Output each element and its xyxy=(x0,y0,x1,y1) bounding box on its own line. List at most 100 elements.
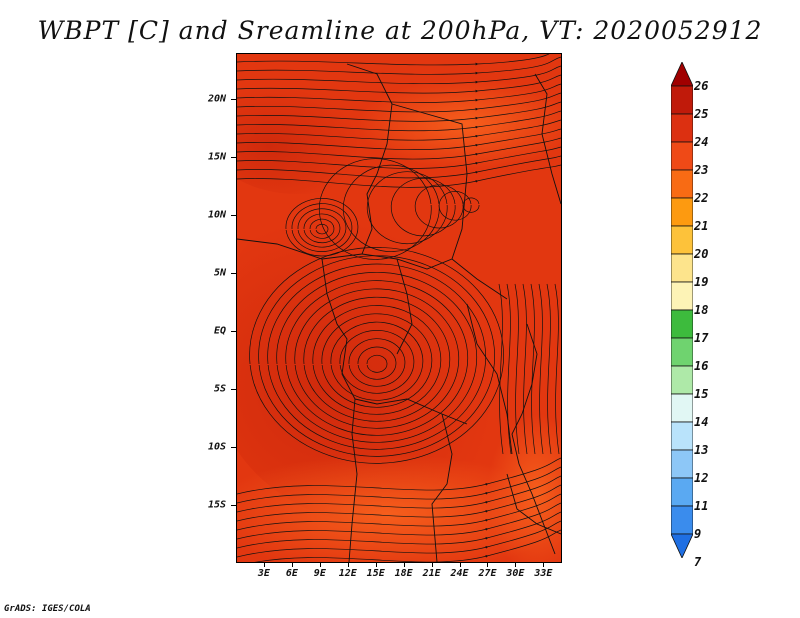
streamline xyxy=(237,128,561,150)
lon-tick-mark xyxy=(459,563,461,567)
lat-tick-mark xyxy=(231,447,236,449)
colorbar-segment xyxy=(671,393,693,423)
lon-tick-label: 27E xyxy=(478,568,497,579)
colorbar-segment xyxy=(671,365,693,395)
lat-tick-label: 15N xyxy=(207,151,226,163)
streamline xyxy=(267,263,486,450)
lon-tick-mark xyxy=(319,563,321,567)
lon-tick-mark xyxy=(515,563,517,567)
lat-tick-mark xyxy=(231,273,236,275)
streamline xyxy=(366,354,388,373)
streamline xyxy=(530,283,536,455)
colorbar-label: 25 xyxy=(694,107,709,121)
colorbar-label: 17 xyxy=(694,331,709,345)
streamline xyxy=(318,158,432,260)
colorbar-label: 24 xyxy=(694,135,709,149)
streamline xyxy=(237,137,561,160)
streamline xyxy=(522,283,528,455)
lon-tick-label: 12E xyxy=(338,568,357,579)
border-line xyxy=(534,73,561,205)
border-line xyxy=(391,103,468,260)
streamline xyxy=(291,203,353,252)
streamline xyxy=(309,218,335,239)
lon-tick-mark xyxy=(543,563,545,567)
streamline xyxy=(342,164,440,252)
lon-tick-mark xyxy=(431,563,433,567)
lat-tick-mark xyxy=(231,157,236,159)
streamline xyxy=(237,56,561,75)
streamline xyxy=(237,502,561,540)
map-canvas xyxy=(237,54,561,562)
lat-tick-mark xyxy=(231,331,236,333)
border-line xyxy=(396,258,413,355)
border-line xyxy=(354,398,468,425)
streamline xyxy=(330,321,424,401)
streamline xyxy=(414,184,464,229)
streamline xyxy=(237,155,561,179)
streamline xyxy=(237,475,561,513)
border-line xyxy=(466,303,513,455)
colorbar-segment xyxy=(671,113,693,143)
streamline xyxy=(294,288,460,429)
streamline xyxy=(303,213,341,244)
streamline xyxy=(237,466,561,504)
lat-tick-label: 5S xyxy=(213,383,226,395)
lon-tick-mark xyxy=(263,563,265,567)
colorbar-label: 9 xyxy=(694,527,702,541)
chart-title: WBPT [C] and Sreamline at 200hPa, VT: 20… xyxy=(37,16,763,45)
streamline xyxy=(506,283,512,455)
streamline xyxy=(237,520,561,558)
lon-tick-label: 3E xyxy=(257,568,270,579)
streamline xyxy=(237,511,561,549)
streamlines xyxy=(237,54,561,562)
streamline xyxy=(498,283,504,455)
colorbar-label: 22 xyxy=(694,191,709,205)
streamline xyxy=(285,280,469,436)
colorbar-label: 18 xyxy=(694,303,709,317)
streamline xyxy=(237,74,561,94)
colorbar-segment xyxy=(671,533,693,558)
lat-tick-label: 15S xyxy=(207,499,226,511)
streamline xyxy=(538,283,544,455)
streamline xyxy=(357,346,397,380)
streamline xyxy=(312,305,442,415)
lat-tick-mark xyxy=(231,389,236,391)
colorbar-segment xyxy=(671,281,693,311)
colorbar-label: 12 xyxy=(694,471,709,485)
lat-tick-label: 10N xyxy=(207,209,226,221)
streamline xyxy=(285,198,359,257)
wbpt-cool-north xyxy=(357,79,561,169)
wbpt-warm-core xyxy=(237,184,547,524)
colorbar-label: 15 xyxy=(694,387,709,401)
lon-tick-mark xyxy=(403,563,405,567)
lon-tick-label: 15E xyxy=(366,568,385,579)
lon-tick-label: 18E xyxy=(394,568,413,579)
grads-credit: GrADS: IGES/COLA xyxy=(4,604,91,614)
lon-tick-label: 9E xyxy=(313,568,326,579)
streamline xyxy=(390,177,456,237)
colorbar-segment xyxy=(671,449,693,479)
lat-tick-label: 10S xyxy=(207,441,226,453)
colorbar-segment xyxy=(671,141,693,171)
lat-tick-mark xyxy=(231,99,236,101)
streamline xyxy=(237,101,561,122)
border-line xyxy=(506,473,561,535)
streamline xyxy=(237,146,561,169)
colorbar-label: 16 xyxy=(694,359,709,373)
map-panel xyxy=(236,53,562,563)
colorbar-segment xyxy=(671,253,693,283)
colorbar-segment xyxy=(671,225,693,255)
colorbar xyxy=(671,62,693,558)
streamline xyxy=(297,208,347,248)
colorbar-segment xyxy=(671,421,693,451)
streamline xyxy=(237,54,550,66)
colorbar-label: 19 xyxy=(694,275,709,289)
streamline xyxy=(276,271,478,443)
streamline xyxy=(514,283,520,455)
colorbar-segment xyxy=(671,62,693,87)
colorbar-label: 11 xyxy=(694,499,709,513)
colorbar-label: 14 xyxy=(694,415,709,429)
colorbar-label: 13 xyxy=(694,443,709,457)
colorbar-segment xyxy=(671,477,693,507)
lon-tick-label: 6E xyxy=(285,568,298,579)
